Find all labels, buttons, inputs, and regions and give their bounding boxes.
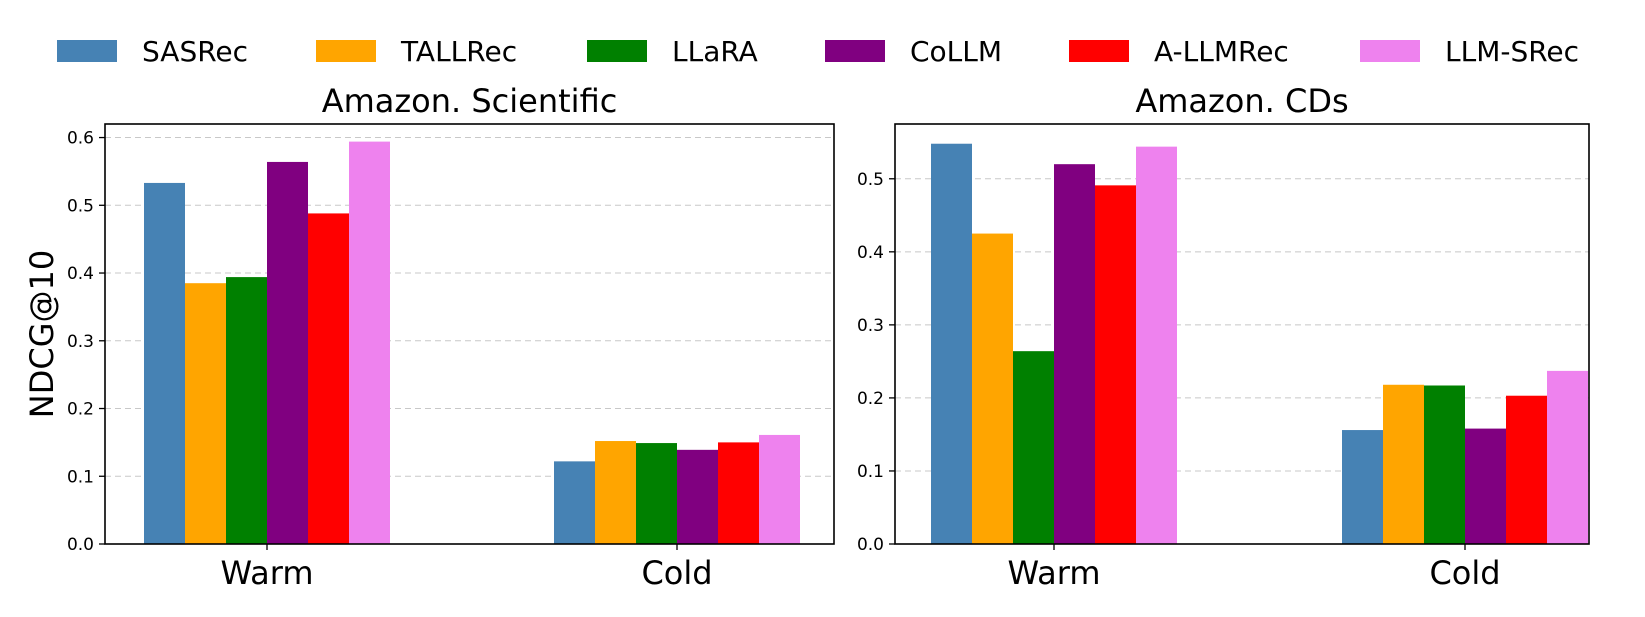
legend-label-sasrec: SASRec [142, 35, 248, 68]
plot-frame [104, 123, 835, 545]
bar-collm-cold [677, 449, 718, 544]
legend-swatch-llara [587, 40, 647, 62]
legend: SASRec TALLRec LLaRA CoLLM A-LLMRec LLM-SRec [57, 35, 1579, 68]
bar-llara-cold [636, 443, 677, 544]
bar-a-llmrec-cold [1506, 395, 1547, 544]
bar-llara-warm [226, 277, 267, 544]
bar-sasrec-cold [554, 461, 595, 544]
panel-title: Amazon. CDs [1135, 82, 1348, 120]
y-axis-label: NDCG@10 [23, 250, 61, 418]
y-tick-label: 0.2 [67, 400, 94, 420]
bar-llm-srec-warm [349, 141, 390, 544]
bar-llm-srec-cold [1547, 370, 1588, 544]
bar-collm-warm [1054, 164, 1095, 544]
legend-label-collm: CoLLM [910, 35, 1002, 68]
bars [144, 141, 800, 544]
bar-a-llmrec-warm [1095, 185, 1136, 545]
bar-collm-cold [1465, 428, 1506, 544]
bar-a-llmrec-warm [308, 213, 349, 544]
legend-swatch-a-llmrec [1069, 40, 1129, 62]
y-tick-label: 0.0 [857, 535, 884, 555]
bar-sasrec-cold [1342, 430, 1383, 544]
y-tick-label: 0.6 [67, 129, 94, 149]
y-tick-label: 0.5 [857, 170, 884, 190]
legend-swatch-sasrec [57, 40, 117, 62]
bar-llm-srec-cold [759, 434, 800, 544]
bar-sasrec-warm [931, 143, 972, 544]
x-tick-label-warm: Warm [1008, 554, 1101, 592]
x-tick-label-warm: Warm [221, 554, 314, 592]
x-tick-label-cold: Cold [641, 554, 712, 592]
x-axis: Warm Cold [1008, 544, 1501, 592]
legend-label-llara: LLaRA [672, 35, 758, 68]
y-tick-label: 0.3 [857, 316, 884, 336]
bars [931, 143, 1588, 545]
y-axis: 0.0 0.1 0.2 0.3 0.4 0.5 0.6 [67, 129, 105, 555]
legend-swatch-tallrec [316, 40, 376, 62]
bar-a-llmrec-cold [718, 442, 759, 544]
bar-tallrec-cold [1383, 384, 1424, 544]
x-axis: Warm Cold [221, 544, 713, 592]
y-tick-label: 0.2 [857, 389, 884, 409]
panel-amazon-cds: 0.0 0.1 0.2 0.3 0.4 0.5 Warm Cold Amazon. CDs [857, 82, 1590, 592]
y-tick-label: 0.3 [67, 332, 94, 352]
bar-tallrec-warm [972, 233, 1013, 544]
plot-frame [894, 123, 1590, 545]
y-tick-label: 0.5 [67, 196, 94, 216]
y-tick-label: 0.0 [67, 535, 94, 555]
bar-tallrec-cold [595, 441, 636, 544]
legend-swatch-collm [825, 40, 885, 62]
bar-collm-warm [267, 161, 308, 544]
bar-llm-srec-warm [1136, 146, 1177, 544]
y-axis: 0.0 0.1 0.2 0.3 0.4 0.5 [857, 170, 895, 555]
legend-label-a-llmrec: A-LLMRec [1154, 35, 1289, 68]
legend-swatch-llm-srec [1360, 40, 1420, 62]
panel-amazon-scientific: 0.0 0.1 0.2 0.3 0.4 0.5 0.6 Warm Cold Amazon. S… [67, 82, 835, 592]
bar-sasrec-warm [144, 182, 185, 544]
bar-tallrec-warm [185, 283, 226, 544]
x-tick-label-cold: Cold [1429, 554, 1500, 592]
legend-label-llm-srec: LLM-SRec [1445, 35, 1579, 68]
bar-llara-cold [1424, 385, 1465, 544]
panel-title: Amazon. Scientific [322, 82, 618, 120]
y-tick-label: 0.4 [67, 264, 94, 284]
y-tick-label: 0.1 [67, 467, 94, 487]
y-tick-label: 0.1 [857, 462, 884, 482]
bar-llara-warm [1013, 351, 1054, 544]
y-tick-label: 0.4 [857, 243, 884, 263]
legend-label-tallrec: TALLRec [400, 35, 517, 68]
